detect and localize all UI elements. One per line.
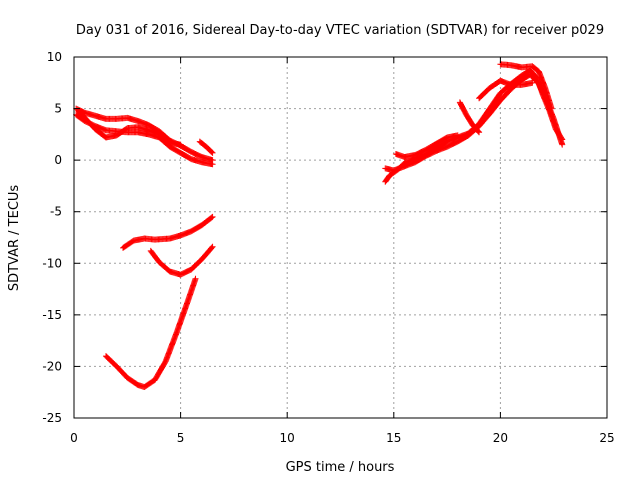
data-point	[192, 275, 199, 282]
data-point	[475, 128, 482, 135]
data-series	[456, 99, 483, 136]
y-tick-label: 0	[54, 153, 62, 167]
y-tick-label: -25	[42, 411, 62, 425]
data-point	[209, 149, 216, 156]
x-axis-label: GPS time / hours	[286, 460, 395, 475]
plot-frame	[73, 56, 608, 419]
x-tick-label: 10	[280, 431, 295, 445]
data-point	[209, 243, 216, 250]
data-layer	[73, 61, 566, 391]
data-point	[529, 79, 536, 86]
data-series	[102, 275, 199, 391]
chart-title: Day 031 of 2016, Sidereal Day-to-day VTE…	[76, 23, 604, 38]
x-tick-label: 25	[599, 431, 614, 445]
data-point	[209, 213, 216, 220]
tick-labels: 0 5 10 15 20 25 -25 -20 -15 -10 -5 0 5 10	[42, 50, 614, 445]
data-point	[177, 141, 184, 148]
data-point	[476, 129, 483, 136]
data-point	[208, 149, 215, 156]
data-point	[209, 161, 216, 168]
data-point	[208, 214, 215, 221]
x-tick-label: 20	[493, 431, 508, 445]
data-point	[548, 105, 555, 112]
data-series	[392, 132, 461, 161]
tick-marks	[73, 56, 608, 419]
data-point	[454, 132, 461, 139]
y-tick-label: 10	[47, 50, 62, 64]
data-series	[75, 107, 184, 148]
y-axis-label: SDTVAR / TECUs	[7, 185, 22, 292]
y-tick-label: -15	[42, 308, 62, 322]
data-series	[196, 138, 216, 156]
data-point	[208, 244, 215, 251]
data-series	[497, 61, 555, 112]
data-series	[147, 243, 216, 278]
y-tick-label: 5	[54, 102, 62, 116]
x-tick-label: 15	[386, 431, 401, 445]
data-series	[120, 213, 216, 251]
y-tick-label: -10	[42, 256, 62, 270]
data-point	[559, 141, 566, 148]
x-tick-label: 0	[70, 431, 78, 445]
grid	[74, 57, 607, 418]
data-series	[476, 77, 536, 102]
data-series	[73, 111, 216, 168]
y-tick-label: -20	[42, 359, 62, 373]
x-tick-label: 5	[177, 431, 185, 445]
y-tick-label: -5	[50, 205, 62, 219]
